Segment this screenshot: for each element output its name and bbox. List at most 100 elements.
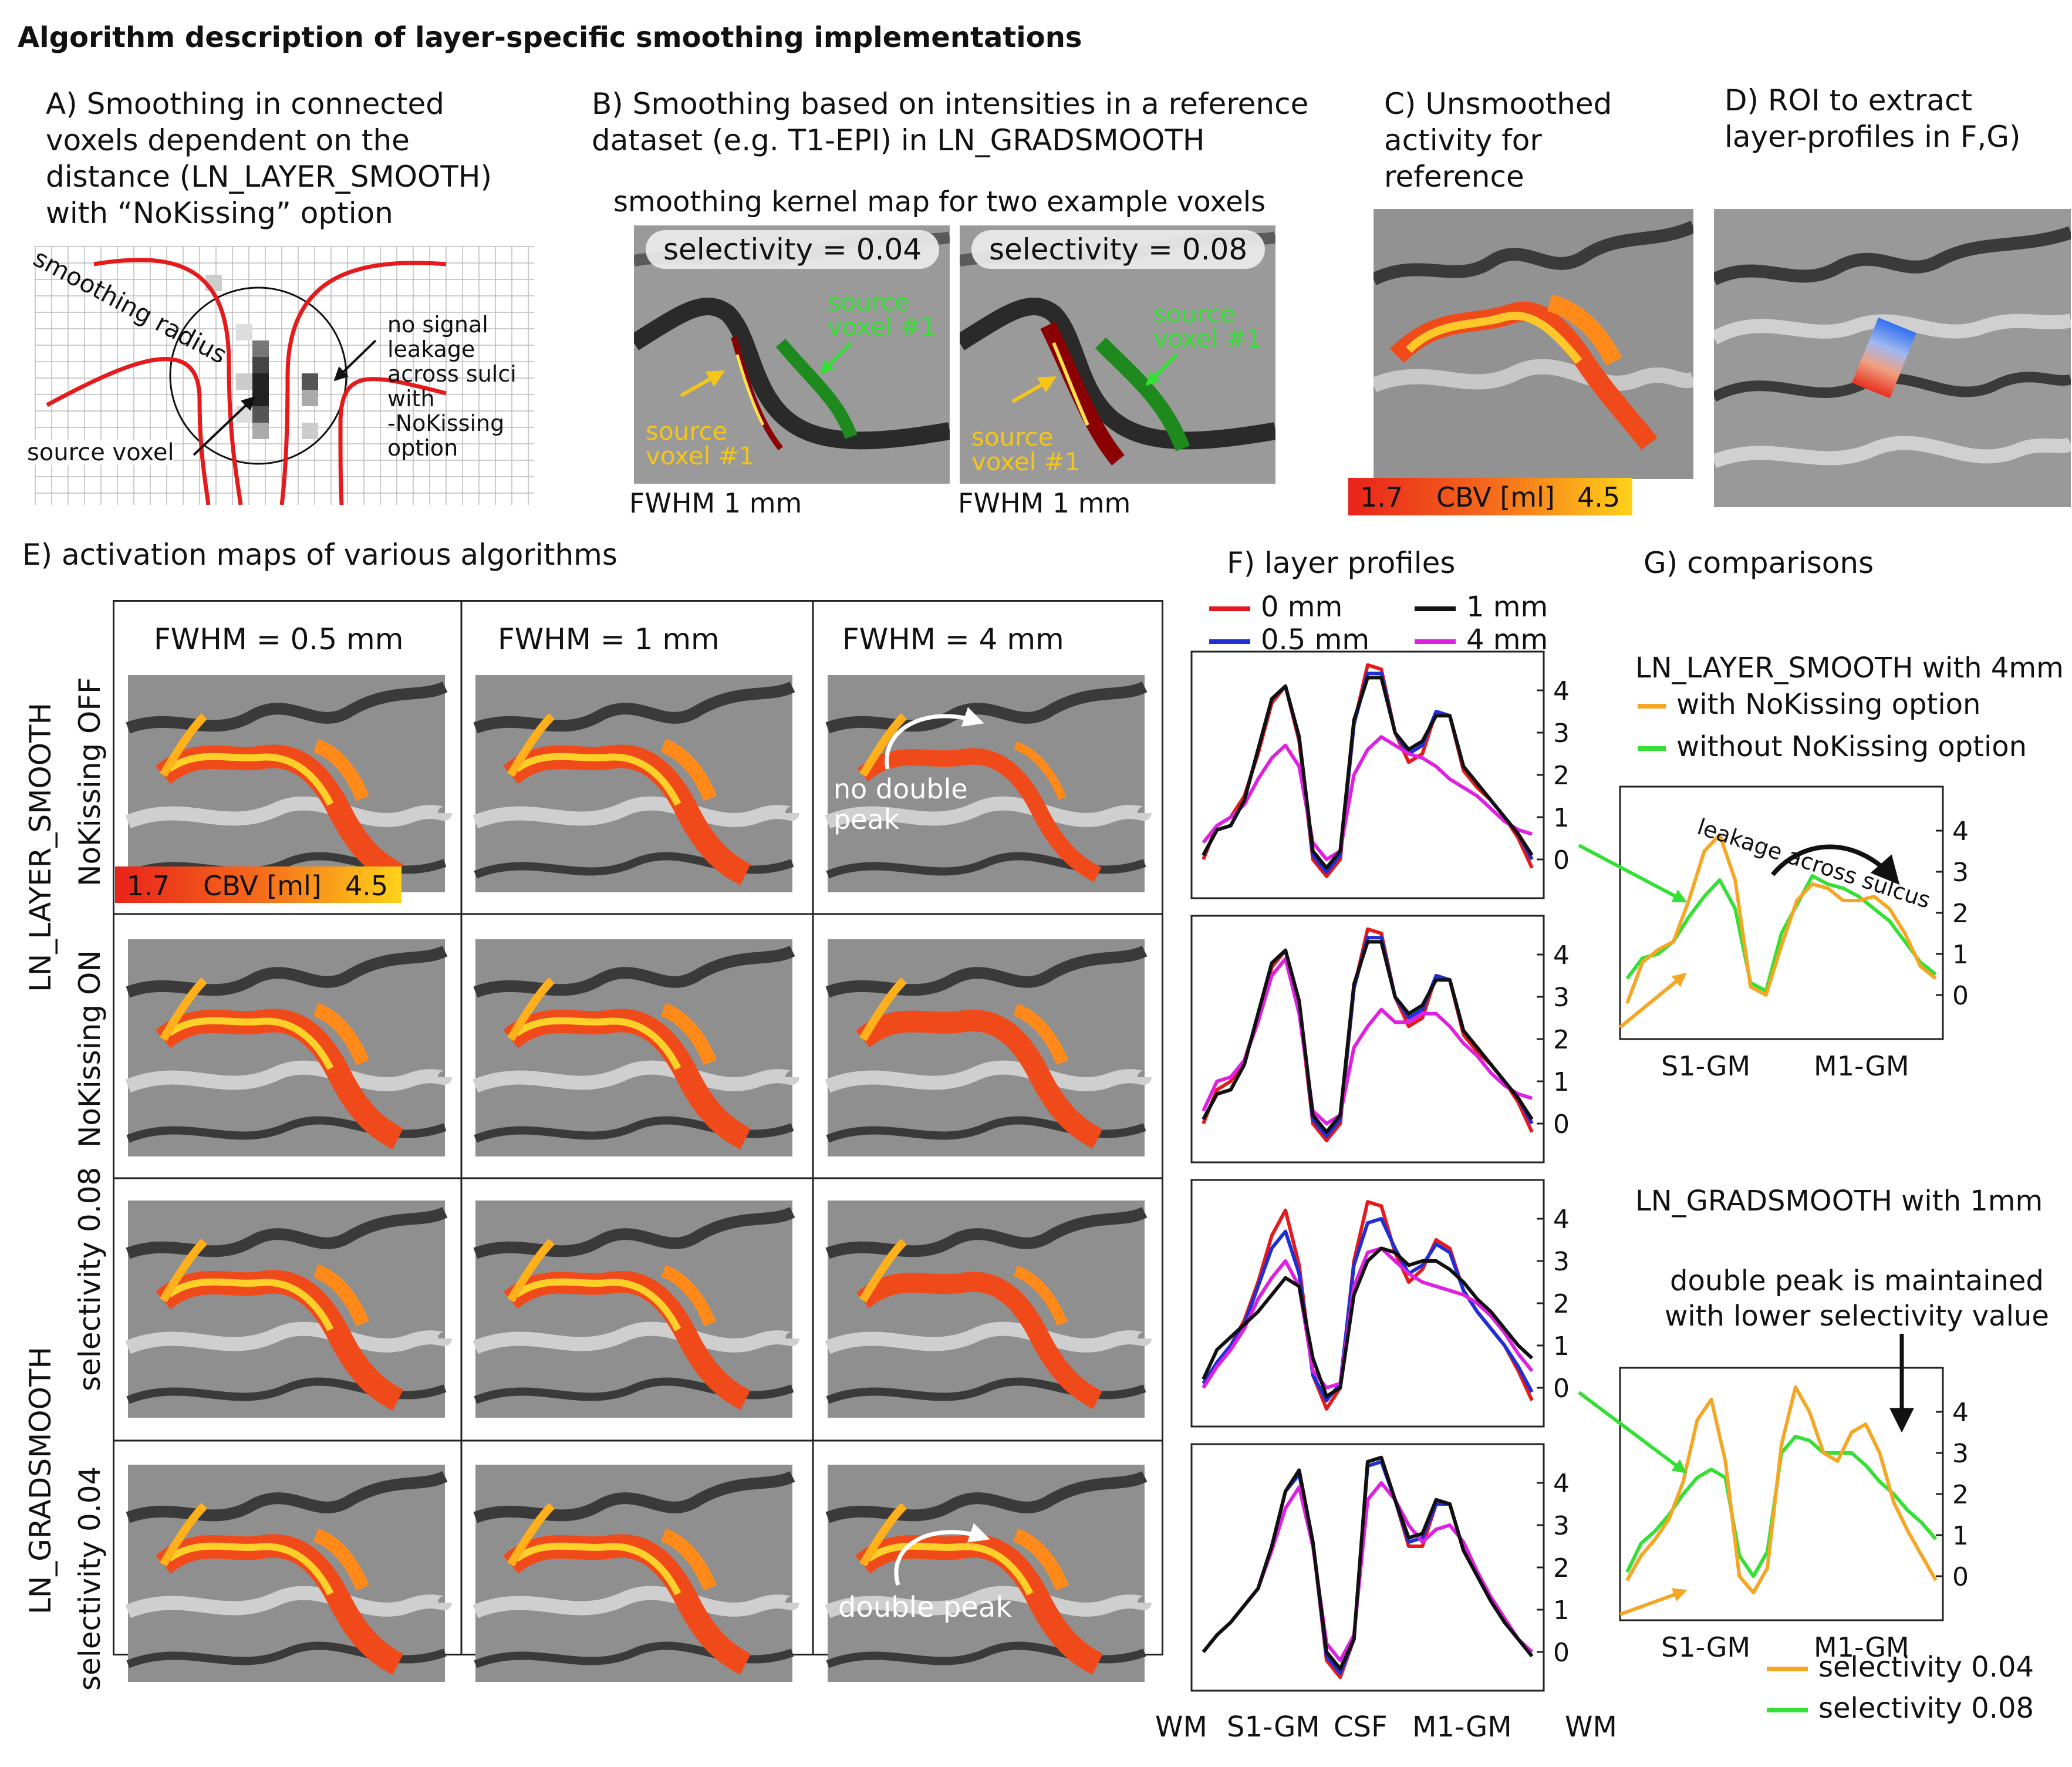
ytick-label-2: 2 <box>1553 1289 1570 1319</box>
series-line-2 <box>1625 874 1937 993</box>
activation-map-r4-c2 <box>473 1465 799 1682</box>
xtick-csf: CSF <box>1334 1711 1388 1744</box>
panel-g-caption: G) comparisons <box>1644 546 1874 580</box>
ytick-label-2: 2 <box>1952 899 1969 929</box>
ytick-label-4: 4 <box>1952 817 1969 847</box>
ytick-label-2: 2 <box>1553 1553 1570 1583</box>
xtick-wm-right: WM <box>1565 1711 1617 1744</box>
ytick-label-4: 4 <box>1553 676 1570 706</box>
legend-label: 0 mm <box>1261 591 1343 623</box>
ytick-label-3: 3 <box>1553 1511 1570 1541</box>
g-bottom-title: LN_GRADSMOOTH with 1mm <box>1635 1185 2043 1218</box>
series-line-4-mm <box>1202 1246 1534 1390</box>
legend-with-nokissing: with NoKissing option <box>1638 688 1980 721</box>
legend-selectivity-004: selectivity 0.04 <box>1767 1651 2034 1684</box>
source-voxel-1-label: source voxel #1 <box>971 423 1081 476</box>
activation-map-r2-c3 <box>825 939 1152 1156</box>
series-line-4-mm <box>1202 957 1533 1125</box>
row-label-nokissing-off: NoKissing OFF <box>73 677 107 886</box>
series-line-0-5-mm <box>1202 1460 1534 1675</box>
layer-profile-chart-4: 0 1 2 3 4 <box>1190 1443 1570 1692</box>
series-line-1 <box>1625 833 1937 1004</box>
xtick-m1-gm: M1-GM <box>1412 1711 1512 1744</box>
series-line-1-mm <box>1202 940 1534 1134</box>
selectivity-label-004: selectivity = 0.04 <box>646 230 940 269</box>
panel-f-caption: F) layer profiles <box>1227 546 1456 580</box>
ytick-label-1: 1 <box>1553 803 1570 833</box>
ytick-label-0: 0 <box>1553 845 1570 875</box>
chart-frame <box>1190 915 1545 1164</box>
legend-label: with NoKissing option <box>1676 688 1981 721</box>
kernel-map-selectivity-004: selectivity = 0.04 source voxel #1 sourc… <box>634 225 950 484</box>
ytick-label-4: 4 <box>1553 1469 1570 1499</box>
ytick-label-3: 3 <box>1553 719 1570 748</box>
legend-label: 1 mm <box>1466 591 1548 623</box>
layer-profile-chart-2: 0 1 2 3 4 <box>1190 915 1570 1164</box>
chart-frame <box>1190 1179 1545 1428</box>
xtick-label-m1-gm: M1-GM <box>1814 1631 1909 1663</box>
activation-map-r3-c2 <box>473 1201 799 1418</box>
colorbar-min: 1.7 <box>1360 481 1403 513</box>
selectivity-label-008: selectivity = 0.08 <box>971 230 1266 269</box>
no-leakage-label: no signal leakage across sulci with -NoK… <box>387 312 517 461</box>
ytick-label-2: 2 <box>1553 761 1570 791</box>
annot-double-peak-maintained: double peak is maintained with lower sel… <box>1665 1264 2049 1333</box>
fwhm-label-004: FWHM 1 mm <box>629 487 802 519</box>
figure-title: Algorithm description of layer-specific … <box>18 21 1082 54</box>
legend-f-1mm: 1 mm <box>1415 591 1548 623</box>
panel-d-caption: D) ROI to extract layer-profiles in F,G) <box>1725 83 2021 154</box>
series-line-4-mm <box>1202 735 1533 861</box>
xtick-s1-gm: S1-GM <box>1227 1711 1320 1744</box>
series-line-1-mm <box>1202 1246 1534 1398</box>
xtick-label-s1-gm: S1-GM <box>1661 1631 1750 1663</box>
ytick-label-3: 3 <box>1952 858 1969 888</box>
series-line-1 <box>1625 1385 1938 1594</box>
comparison-chart-2: 0 1 2 3 4 S1-GM M1-GM <box>1619 1367 1969 1663</box>
chart-frame <box>1190 650 1545 899</box>
row-label-selectivity-004: selectivity 0.04 <box>73 1466 107 1691</box>
activation-map-r1-c1 <box>125 675 452 892</box>
source-voxel-2-label: source voxel #1 <box>1153 299 1263 353</box>
ytick-label-1: 1 <box>1952 1521 1969 1551</box>
panel-e-caption: E) activation maps of various algorithms <box>22 538 617 572</box>
layer-profile-charts: 0 1 2 3 4 0 1 2 3 4 0 1 2 3 4 0 1 2 3 4 <box>1190 650 1570 1692</box>
ytick-label-0: 0 <box>1553 1374 1570 1404</box>
ytick-label-4: 4 <box>1553 940 1570 970</box>
xtick-label-s1-gm: S1-GM <box>1661 1050 1750 1082</box>
ytick-label-1: 1 <box>1553 1331 1570 1361</box>
source-voxel-1-label: source voxel #1 <box>646 417 755 470</box>
ytick-label-1: 1 <box>1952 940 1969 970</box>
colorbar-label: CBV [ml] <box>203 870 322 902</box>
ytick-label-3: 3 <box>1952 1439 1969 1469</box>
roi-map <box>1714 209 2071 507</box>
series-line-0-5-mm <box>1202 1217 1534 1402</box>
column-header-fwhm-4: FWHM = 4 mm <box>842 622 1064 656</box>
row-label-selectivity-008: selectivity 0.08 <box>73 1166 107 1391</box>
legend-selectivity-008: selectivity 0.08 <box>1767 1692 2034 1725</box>
series-line-4-mm <box>1202 1481 1534 1663</box>
activation-map-r2-c1 <box>125 939 452 1156</box>
comparison-charts: 0 1 2 3 4 S1-GM M1-GM 0 1 2 3 4 S1-GM M1-GM <box>1619 785 1969 1663</box>
colorbar-label: CBV [ml] <box>1436 481 1555 513</box>
series-line-1-mm <box>1202 676 1534 870</box>
xtick-label-m1-gm: M1-GM <box>1814 1050 1909 1082</box>
column-header-fwhm-05: FWHM = 0.5 mm <box>154 622 404 656</box>
activation-map-r3-c3 <box>825 1201 1152 1418</box>
group-label-gradsmooth: LN_GRADSMOOTH <box>23 1346 58 1614</box>
ytick-label-0: 0 <box>1952 1562 1969 1592</box>
layer-profile-chart-3: 0 1 2 3 4 <box>1190 1179 1570 1428</box>
source-voxel-label: source voxel <box>27 439 174 466</box>
voxel-grid-diagram <box>35 246 534 505</box>
row-label-nokissing-on: NoKissing ON <box>73 950 107 1148</box>
panel-b-caption: B) Smoothing based on intensities in a r… <box>592 87 1309 157</box>
unsmoothed-activity-map <box>1374 209 1693 479</box>
ytick-label-4: 4 <box>1952 1398 1969 1428</box>
fwhm-label-008: FWHM 1 mm <box>958 487 1131 519</box>
annot-no-double-peak: no double peak <box>833 773 968 835</box>
annot-double-peak: double peak <box>838 1591 1013 1624</box>
panel-a-caption: A) Smoothing in connected voxels depende… <box>46 87 492 230</box>
activation-map-r3-c1 <box>125 1201 452 1418</box>
panel-a-diagram: smoothing radius no signal leakage acros… <box>27 243 540 505</box>
series-line-0-mm <box>1202 1455 1534 1680</box>
comparison-chart-1: 0 1 2 3 4 S1-GM M1-GM <box>1619 785 1969 1082</box>
